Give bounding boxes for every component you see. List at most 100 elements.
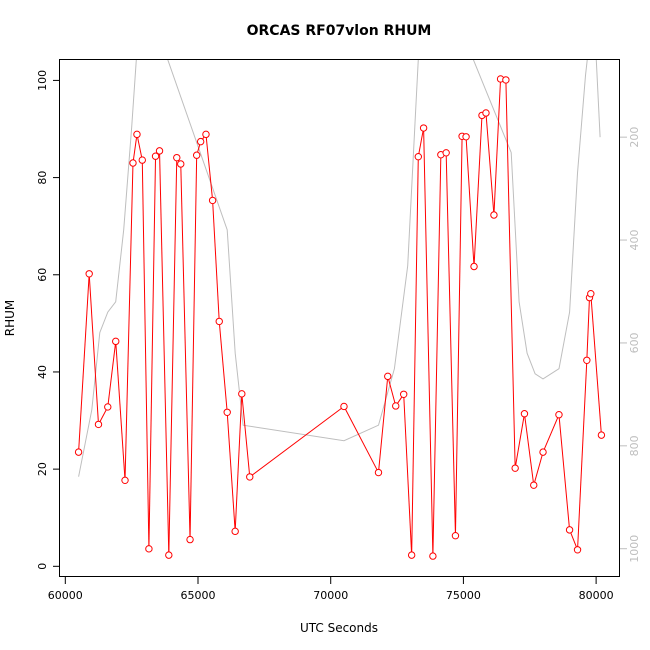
- red-series-segment: [570, 532, 577, 548]
- red-series-segment: [418, 131, 424, 154]
- red-data-point: [442, 149, 450, 157]
- red-data-point: [85, 270, 93, 278]
- x-tick-label: 65000: [181, 589, 216, 602]
- red-series-segment: [455, 139, 463, 533]
- red-data-point: [192, 151, 201, 159]
- series-gray: [78, 60, 601, 477]
- red-series-segment: [558, 417, 570, 527]
- red-data-point: [419, 124, 428, 132]
- red-data-point: [121, 476, 129, 485]
- red-data-point: [129, 159, 137, 167]
- red-series-segment: [148, 159, 156, 546]
- red-data-point: [145, 545, 153, 553]
- red-series-segment: [219, 324, 228, 410]
- red-data-point: [196, 137, 205, 146]
- red-data-point: [470, 262, 478, 271]
- red-data-point: [587, 290, 595, 298]
- red-data-point: [208, 196, 217, 205]
- red-series-segment: [168, 160, 178, 552]
- y-tick-label: 100: [36, 70, 49, 91]
- red-data-point: [384, 372, 392, 381]
- right-tick-label: 800: [628, 435, 641, 456]
- red-series-segment: [403, 397, 412, 552]
- red-series-segment: [515, 416, 525, 466]
- right-tick-label: 600: [628, 332, 641, 353]
- red-series-segment: [88, 276, 99, 422]
- red-data-point: [74, 448, 83, 456]
- red-series-segment: [189, 158, 198, 537]
- red-series-segment: [473, 118, 483, 264]
- red-data-point: [490, 211, 498, 219]
- right-tick-label: 400: [628, 230, 641, 251]
- red-data-point: [392, 402, 400, 410]
- red-data-point: [539, 448, 547, 456]
- red-data-point: [215, 317, 223, 326]
- red-series-segment: [524, 416, 534, 483]
- red-series-segment: [124, 166, 134, 478]
- x-tick-label: 70000: [313, 589, 348, 602]
- red-series-segment: [252, 407, 342, 476]
- red-data-point: [565, 526, 574, 534]
- red-data-point: [530, 481, 538, 489]
- red-series-segment: [577, 363, 588, 547]
- red-series-segment: [78, 276, 90, 449]
- y-axis-label: RHUM: [3, 300, 17, 337]
- red-series-segment: [212, 203, 220, 319]
- red-series-segment: [586, 300, 590, 358]
- red-data-point: [155, 147, 164, 155]
- axes: 60000 65000 70000 75000 80000 0 20 40 60 80 100 200…: [36, 70, 641, 602]
- gray-series-line: [78, 60, 601, 477]
- red-series-segment: [137, 137, 143, 158]
- red-series-segment: [590, 296, 602, 432]
- red-data-point: [202, 130, 210, 139]
- red-data-point: [112, 337, 120, 346]
- plot-area: [59, 59, 620, 577]
- red-series-segment: [107, 344, 116, 404]
- red-series-segment: [159, 154, 170, 552]
- red-data-point: [94, 420, 103, 429]
- right-tick-label: 200: [628, 127, 641, 148]
- red-data-point: [462, 133, 470, 141]
- red-data-point: [399, 390, 408, 399]
- red-data-point: [104, 403, 112, 411]
- red-data-point: [133, 130, 141, 139]
- red-series-segment: [180, 167, 191, 537]
- red-data-point: [238, 390, 246, 398]
- red-series-segment: [226, 415, 236, 529]
- red-data-point: [231, 527, 239, 536]
- y-tick-label: 60: [36, 268, 49, 282]
- red-data-point: [414, 152, 422, 161]
- red-series-segment: [505, 83, 516, 465]
- red-data-point: [451, 531, 460, 540]
- red-series-segment: [388, 379, 396, 404]
- x-tick-label: 60000: [48, 589, 83, 602]
- red-data-point: [555, 411, 563, 419]
- y-tick-label: 20: [36, 462, 49, 476]
- red-data-point: [186, 535, 194, 544]
- red-series-segment: [241, 396, 250, 474]
- red-series-segment: [445, 155, 456, 533]
- y-tick-label: 40: [36, 365, 49, 379]
- red-series-segment: [423, 131, 434, 553]
- red-series-segment: [411, 159, 419, 552]
- red-data-point: [165, 551, 173, 559]
- red-series-segment: [485, 116, 495, 212]
- red-data-point: [340, 402, 348, 411]
- red-series-segment: [432, 157, 442, 553]
- y-tick-label: 0: [36, 563, 49, 570]
- red-data-point: [374, 468, 383, 477]
- red-series-segment: [465, 139, 475, 264]
- x-tick-label: 80000: [579, 589, 614, 602]
- red-series-segment: [543, 417, 559, 450]
- red-series-segment: [115, 344, 126, 478]
- series-red: [74, 75, 606, 560]
- red-series-segment: [234, 396, 243, 529]
- chart-title: ORCAS RF07vlon RHUM: [247, 23, 432, 39]
- red-series-segment: [378, 379, 388, 470]
- red-series-segment: [197, 144, 201, 153]
- red-data-point: [177, 160, 185, 168]
- red-data-point: [482, 109, 490, 117]
- red-data-point: [429, 552, 437, 560]
- red-data-point: [223, 408, 231, 416]
